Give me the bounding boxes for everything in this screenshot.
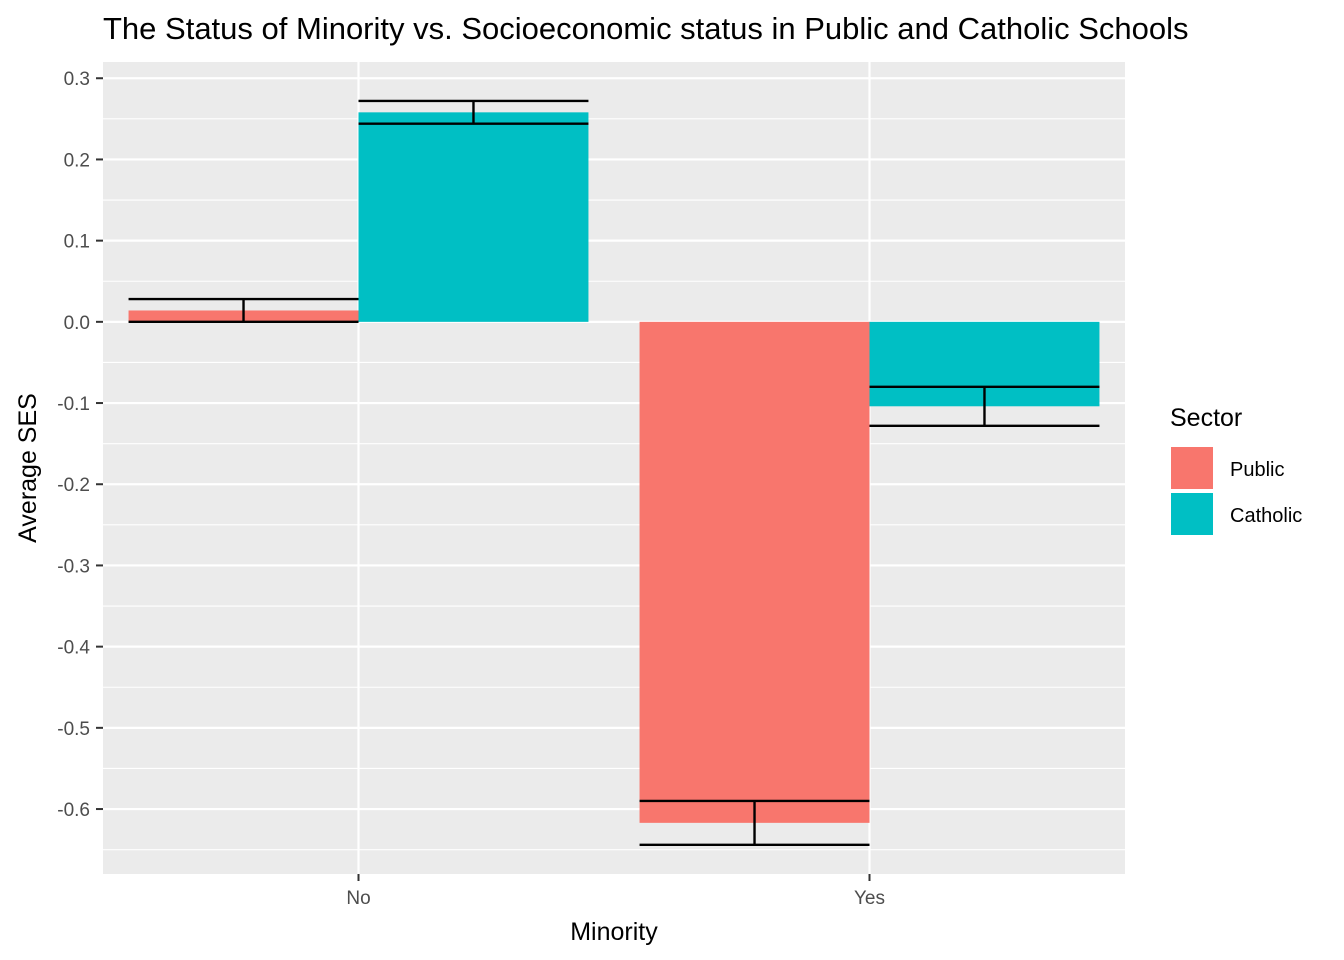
error-bar-public-yes xyxy=(639,799,870,846)
error-bar-catholic-no xyxy=(358,99,589,125)
x-tick-label: Yes xyxy=(854,888,885,909)
legend-key-public xyxy=(1169,445,1215,491)
plot-panel xyxy=(103,62,1125,874)
minor-gridlines xyxy=(103,118,1125,851)
y-axis-title: Average SES xyxy=(14,393,42,543)
legend-key-catholic xyxy=(1169,491,1215,537)
x-tick-label: No xyxy=(346,888,370,909)
error-bar-catholic-yes xyxy=(869,385,1100,427)
error-bar-public-no xyxy=(128,297,359,324)
legend: Sector Public Catholic xyxy=(1169,404,1302,537)
bar-catholic-no xyxy=(358,112,589,322)
y-tick-label: 0.3 xyxy=(64,69,90,90)
y-axis: 0.3 0.2 0.1 0.0 -0.1 -0.2 -0.3 -0.4 -0.5 -0.6 xyxy=(57,69,103,821)
y-tick-label: 0.2 xyxy=(64,150,90,171)
y-tick-label: 0.1 xyxy=(64,232,90,253)
y-tick-label: -0.3 xyxy=(57,556,90,577)
x-axis-title: Minority xyxy=(570,918,658,946)
y-tick-label: -0.6 xyxy=(57,800,90,821)
y-tick-label: -0.2 xyxy=(57,475,90,496)
bar-public-yes xyxy=(639,321,870,823)
y-tick-label: 0.0 xyxy=(64,313,90,334)
y-tick-label: -0.4 xyxy=(57,638,90,659)
y-tick-label: -0.1 xyxy=(57,394,90,415)
legend-label-catholic: Catholic xyxy=(1230,505,1302,527)
chart-title: The Status of Minority vs. Socioeconomic… xyxy=(103,11,1189,46)
legend-label-public: Public xyxy=(1230,459,1284,481)
y-tick-label: -0.5 xyxy=(57,719,90,740)
error-bars xyxy=(128,99,1100,846)
legend-title: Sector xyxy=(1170,404,1242,432)
x-axis: No Yes xyxy=(346,874,885,909)
